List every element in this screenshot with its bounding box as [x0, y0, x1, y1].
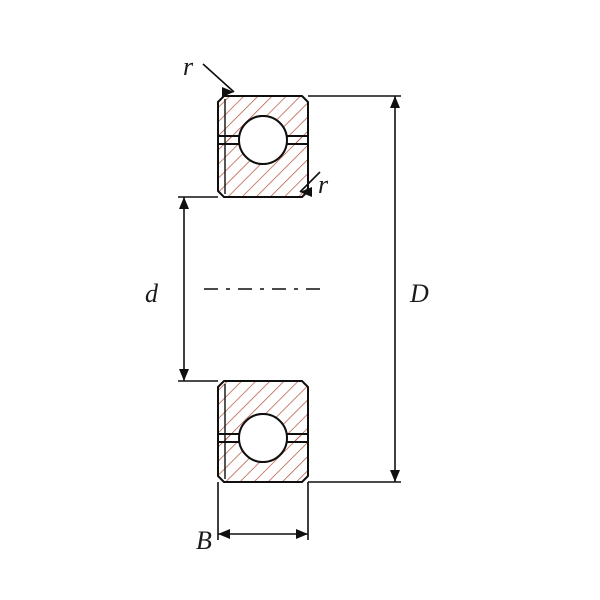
label-B: B — [196, 528, 212, 554]
dimension-D — [308, 96, 401, 482]
dimension-B — [218, 482, 308, 540]
label-d: d — [145, 281, 158, 307]
drawing-svg — [0, 0, 600, 600]
label-D: D — [410, 281, 429, 307]
label-r-outer: r — [183, 54, 193, 80]
dimension-r-outer — [203, 64, 234, 97]
rolling-element-top — [239, 116, 287, 164]
rolling-element-bottom — [239, 414, 287, 462]
label-r-inner: r — [318, 172, 328, 198]
bearing-cross-section-figure: d D B r r — [0, 0, 600, 600]
